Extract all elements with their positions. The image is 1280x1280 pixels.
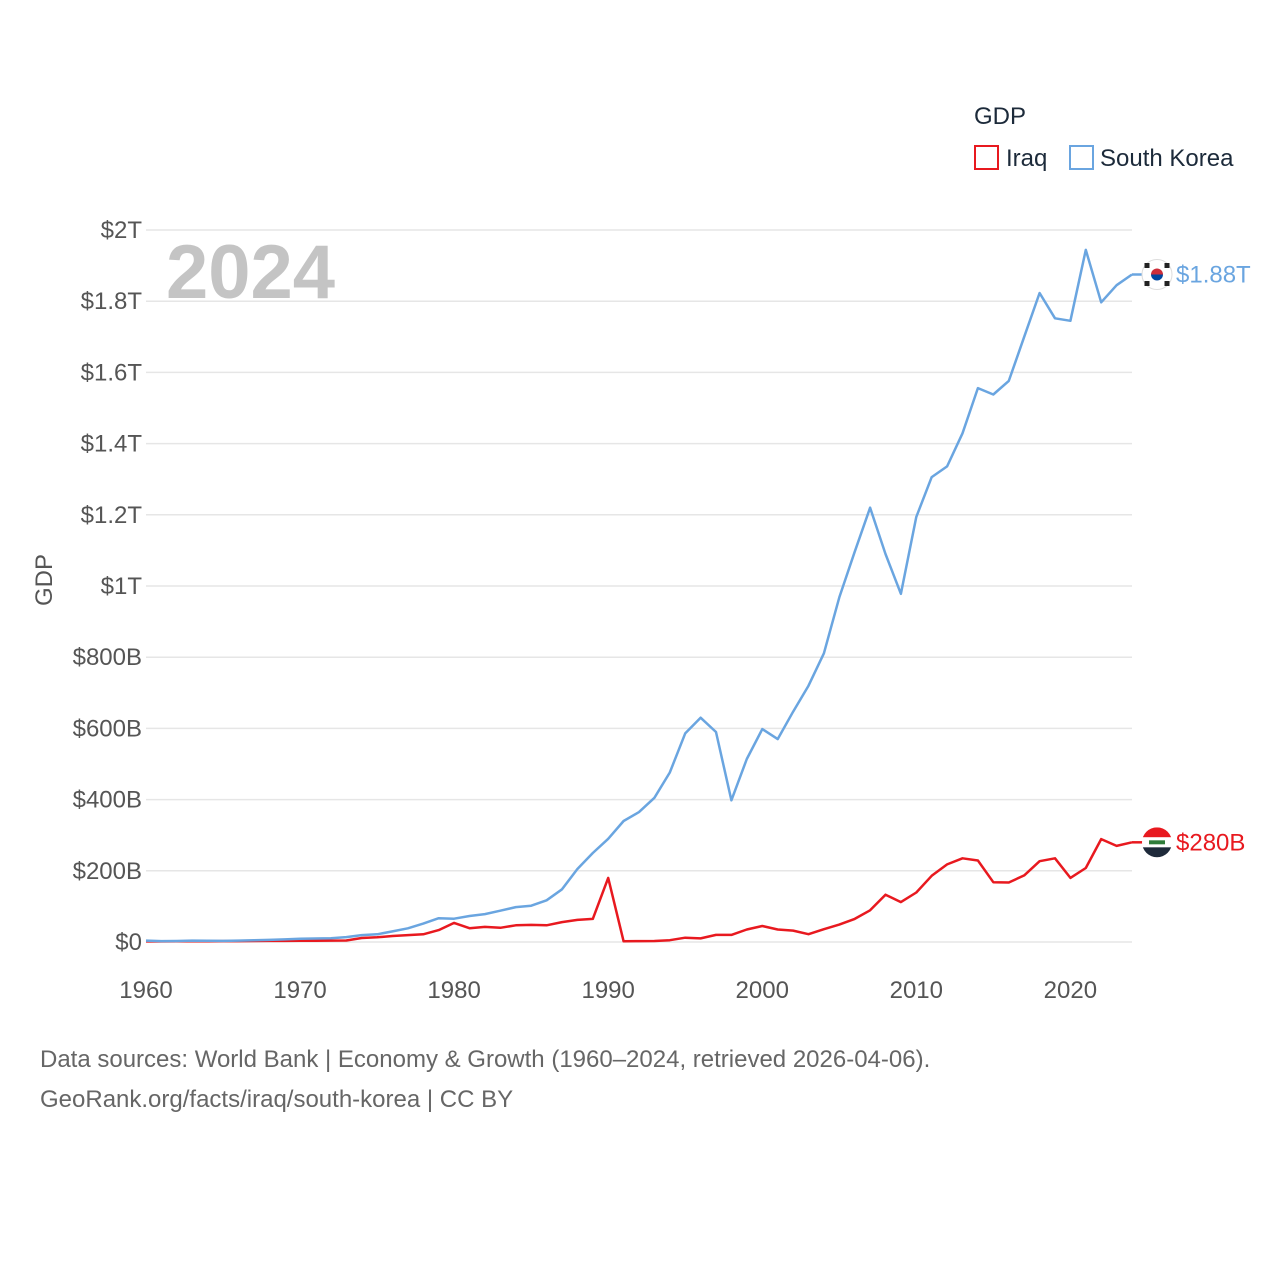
x-tick-label: 2010 <box>890 977 943 1004</box>
legend: GDP Iraq South Korea <box>974 103 1234 172</box>
x-tick-label: 1960 <box>119 977 172 1004</box>
legend-item-iraq[interactable]: Iraq <box>974 145 1047 172</box>
end-label-south-korea: $1.88T <box>1176 262 1251 289</box>
south-korea-flag-icon <box>1141 259 1173 290</box>
legend-title: GDP <box>974 103 1026 130</box>
series-line-south-korea <box>145 248 1133 943</box>
y-tick-label: $800B <box>73 644 142 671</box>
series-line-iraq <box>146 837 1133 943</box>
y-tick-label: $200B <box>73 858 142 885</box>
y-tick-label: $1.4T <box>81 431 143 458</box>
legend-item-south-korea[interactable]: South Korea <box>1069 145 1234 172</box>
y-axis-ticks: $0 $200B $400B $600B $800B $1T $1.2T $1.4T $1.6T… <box>73 217 143 956</box>
y-tick-label: $0 <box>115 929 142 956</box>
iraq-flag-icon <box>1142 827 1172 858</box>
footer-sources: Data sources: World Bank | Economy & Gro… <box>40 1046 931 1073</box>
y-tick-label: $400B <box>73 787 142 814</box>
y-tick-label: $1T <box>101 573 143 600</box>
legend-label-iraq: Iraq <box>1006 145 1047 172</box>
x-tick-label: 2020 <box>1044 977 1097 1004</box>
gridlines <box>146 229 1132 943</box>
x-tick-label: 1970 <box>273 977 326 1004</box>
legend-swatch-south-korea <box>1069 145 1094 170</box>
y-axis-label: GDP <box>31 554 58 606</box>
x-tick-label: 1990 <box>581 977 634 1004</box>
x-tick-label: 1980 <box>427 977 480 1004</box>
y-tick-label: $600B <box>73 715 142 742</box>
y-tick-label: $2T <box>101 217 143 244</box>
y-tick-label: $1.8T <box>81 288 143 315</box>
x-tick-label: 2000 <box>736 977 789 1004</box>
y-tick-label: $1.6T <box>81 359 143 386</box>
legend-swatch-iraq <box>974 145 999 170</box>
series-lines <box>145 248 1133 943</box>
x-axis-ticks: 1960 1970 1980 1990 2000 2010 2020 <box>119 977 1097 1004</box>
end-label-iraq: $280B <box>1176 829 1245 856</box>
footer-credit: GeoRank.org/facts/iraq/south-korea | CC … <box>40 1086 514 1113</box>
y-tick-label: $1.2T <box>81 502 143 529</box>
end-labels: $280B $1.88T <box>1132 259 1251 858</box>
legend-label-south-korea: South Korea <box>1100 145 1234 172</box>
footer: Data sources: World Bank | Economy & Gro… <box>40 1040 930 1120</box>
year-watermark: 2024 <box>166 230 335 315</box>
